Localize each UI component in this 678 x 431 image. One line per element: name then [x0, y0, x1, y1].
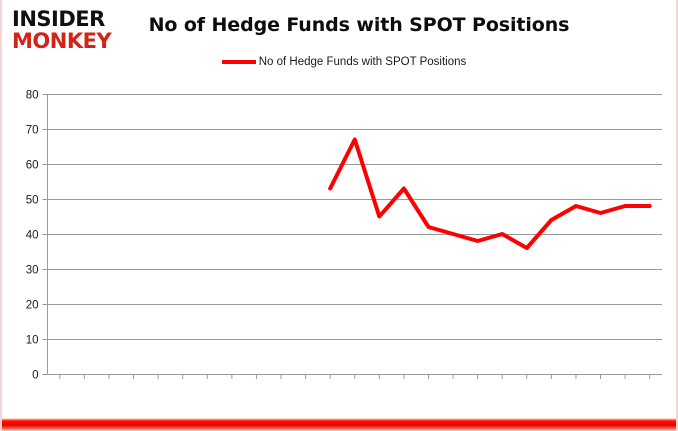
chart-legend: No of Hedge Funds with SPOT Positions: [2, 56, 676, 68]
y-axis-tick-label: 0: [32, 370, 38, 381]
y-axis-tick-label: 30: [26, 265, 39, 277]
logo-text-monkey: MONKEY: [12, 29, 112, 53]
y-axis-tick-labels: 0 10 20 30 40 50 60 70 80: [26, 90, 39, 381]
y-axis-tick-label: 70: [26, 125, 39, 137]
insider-monkey-logo: INSIDER MONKEY: [12, 8, 137, 56]
bottom-accent-bar: [2, 418, 676, 431]
legend-series-label: No of Hedge Funds with SPOT Positions: [258, 56, 467, 68]
logo-text-insider: INSIDER: [12, 7, 105, 31]
legend-color-swatch: [221, 60, 256, 64]
y-axis-tick-label: 80: [26, 90, 39, 102]
y-axis-tick-label: 10: [26, 335, 39, 347]
y-axis-tick-label: 60: [26, 160, 39, 172]
data-series-line: [328, 137, 652, 250]
y-axis-tick-label: 50: [26, 195, 39, 207]
page-title: No of Hedge Funds with SPOT Positions: [148, 14, 570, 36]
y-axis-tick-label: 40: [26, 230, 39, 242]
y-axis-tick-label: 20: [26, 300, 39, 312]
gridlines: [42, 94, 662, 375]
